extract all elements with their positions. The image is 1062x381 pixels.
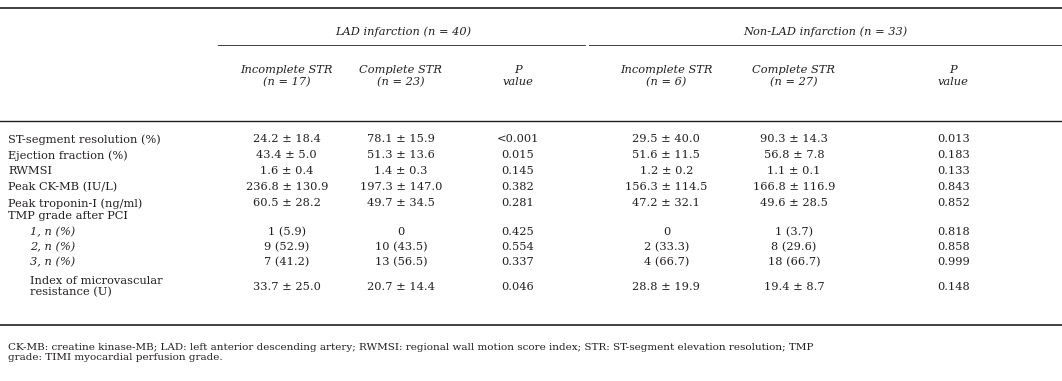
Text: 0.858: 0.858 — [937, 242, 970, 252]
Text: 60.5 ± 28.2: 60.5 ± 28.2 — [253, 199, 321, 208]
Text: Non-LAD infarction (n = 33): Non-LAD infarction (n = 33) — [743, 26, 908, 37]
Text: 78.1 ± 15.9: 78.1 ± 15.9 — [367, 134, 434, 144]
Text: 166.8 ± 116.9: 166.8 ± 116.9 — [753, 182, 835, 192]
Text: 0.281: 0.281 — [501, 199, 534, 208]
Text: 49.7 ± 34.5: 49.7 ± 34.5 — [367, 199, 434, 208]
Text: 43.4 ± 5.0: 43.4 ± 5.0 — [256, 150, 318, 160]
Text: 51.3 ± 13.6: 51.3 ± 13.6 — [367, 150, 434, 160]
Text: Ejection fraction (%): Ejection fraction (%) — [8, 150, 129, 161]
Text: 2, n (%): 2, n (%) — [30, 242, 75, 252]
Text: 0.852: 0.852 — [937, 199, 970, 208]
Text: 0.337: 0.337 — [501, 257, 534, 267]
Text: 33.7 ± 25.0: 33.7 ± 25.0 — [253, 282, 321, 291]
Text: P
value: P value — [938, 66, 969, 87]
Text: Complete STR
(n = 23): Complete STR (n = 23) — [359, 65, 443, 87]
Text: 1.4 ± 0.3: 1.4 ± 0.3 — [374, 166, 428, 176]
Text: 28.8 ± 19.9: 28.8 ± 19.9 — [633, 282, 700, 291]
Text: 0.183: 0.183 — [937, 150, 970, 160]
Text: 51.6 ± 11.5: 51.6 ± 11.5 — [633, 150, 700, 160]
Text: RWMSI: RWMSI — [8, 166, 52, 176]
Text: 2 (33.3): 2 (33.3) — [644, 242, 689, 252]
Text: 1.2 ± 0.2: 1.2 ± 0.2 — [639, 166, 693, 176]
Text: 3, n (%): 3, n (%) — [30, 257, 75, 267]
Text: 9 (52.9): 9 (52.9) — [264, 242, 309, 252]
Text: 0.554: 0.554 — [501, 242, 534, 252]
Text: Incomplete STR
(n = 6): Incomplete STR (n = 6) — [620, 65, 713, 87]
Text: 1.1 ± 0.1: 1.1 ± 0.1 — [767, 166, 821, 176]
Text: 29.5 ± 40.0: 29.5 ± 40.0 — [633, 134, 700, 144]
Text: Incomplete STR
(n = 17): Incomplete STR (n = 17) — [240, 65, 333, 87]
Text: 0.013: 0.013 — [937, 134, 970, 144]
Text: 18 (66.7): 18 (66.7) — [768, 257, 820, 267]
Text: 197.3 ± 147.0: 197.3 ± 147.0 — [360, 182, 442, 192]
Text: 47.2 ± 32.1: 47.2 ± 32.1 — [633, 199, 700, 208]
Text: CK-MB: creatine kinase-MB; LAD: left anterior descending artery; RWMSI: regional: CK-MB: creatine kinase-MB; LAD: left ant… — [8, 343, 813, 362]
Text: 20.7 ± 14.4: 20.7 ± 14.4 — [367, 282, 434, 291]
Text: 0.133: 0.133 — [937, 166, 970, 176]
Text: 1.6 ± 0.4: 1.6 ± 0.4 — [260, 166, 313, 176]
Text: ST-segment resolution (%): ST-segment resolution (%) — [8, 134, 161, 145]
Text: 0.015: 0.015 — [501, 150, 534, 160]
Text: 0: 0 — [663, 227, 670, 237]
Text: 156.3 ± 114.5: 156.3 ± 114.5 — [626, 182, 707, 192]
Text: 4 (66.7): 4 (66.7) — [644, 257, 689, 267]
Text: 0.843: 0.843 — [937, 182, 970, 192]
Text: TMP grade after PCI: TMP grade after PCI — [8, 211, 129, 221]
Text: 24.2 ± 18.4: 24.2 ± 18.4 — [253, 134, 321, 144]
Text: Peak CK-MB (IU/L): Peak CK-MB (IU/L) — [8, 182, 118, 193]
Text: 236.8 ± 130.9: 236.8 ± 130.9 — [245, 182, 328, 192]
Text: 0.145: 0.145 — [501, 166, 534, 176]
Text: 0.382: 0.382 — [501, 182, 534, 192]
Text: 49.6 ± 28.5: 49.6 ± 28.5 — [760, 199, 827, 208]
Text: 0.818: 0.818 — [937, 227, 970, 237]
Text: Peak troponin-I (ng/ml): Peak troponin-I (ng/ml) — [8, 198, 143, 209]
Text: 1 (5.9): 1 (5.9) — [268, 226, 306, 237]
Text: 8 (29.6): 8 (29.6) — [771, 242, 817, 252]
Text: 13 (56.5): 13 (56.5) — [375, 257, 427, 267]
Text: Index of microvascular
resistance (U): Index of microvascular resistance (U) — [30, 275, 162, 298]
Text: Complete STR
(n = 27): Complete STR (n = 27) — [752, 65, 836, 87]
Text: 0.148: 0.148 — [937, 282, 970, 291]
Text: 0.046: 0.046 — [501, 282, 534, 291]
Text: 7 (41.2): 7 (41.2) — [264, 257, 309, 267]
Text: 1, n (%): 1, n (%) — [30, 226, 75, 237]
Text: P
value: P value — [502, 66, 533, 87]
Text: 19.4 ± 8.7: 19.4 ± 8.7 — [764, 282, 824, 291]
Text: 0: 0 — [397, 227, 405, 237]
Text: 0.999: 0.999 — [937, 257, 970, 267]
Text: 56.8 ± 7.8: 56.8 ± 7.8 — [764, 150, 824, 160]
Text: 10 (43.5): 10 (43.5) — [375, 242, 427, 252]
Text: 90.3 ± 14.3: 90.3 ± 14.3 — [760, 134, 827, 144]
Text: 1 (3.7): 1 (3.7) — [775, 226, 812, 237]
Text: <0.001: <0.001 — [497, 134, 538, 144]
Text: LAD infarction (n = 40): LAD infarction (n = 40) — [336, 26, 472, 37]
Text: 0.425: 0.425 — [501, 227, 534, 237]
